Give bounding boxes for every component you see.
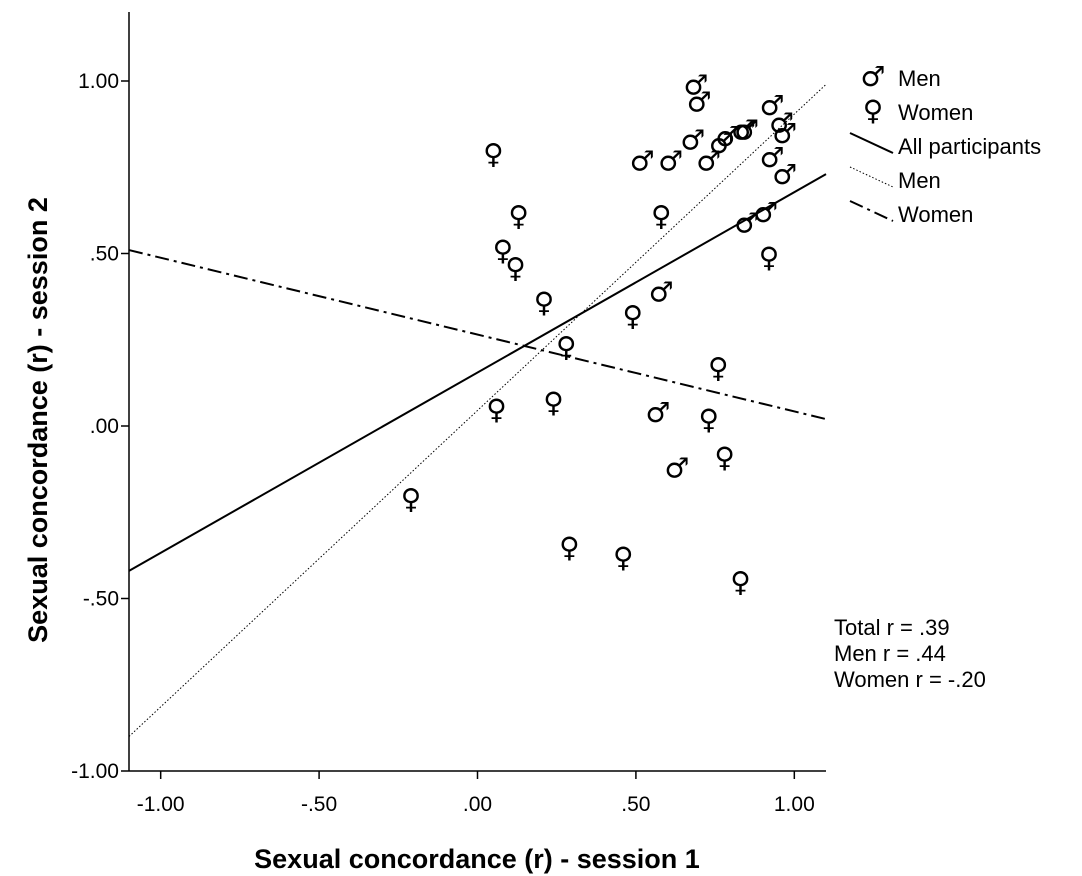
male-marker-point: ♂	[769, 106, 794, 139]
x-tick-label: 1.00	[774, 793, 815, 816]
female-marker-point: ♀	[508, 200, 529, 233]
male-marker-point: ♂	[630, 144, 655, 177]
data-points: ♂♂♂ ♂♂♂♂♂♂♂♂ ♂ ♂ ♂♂♂♂♂♂♂♀♀ ♀♀♀ ♀♀ ♀♀♀♀ ♀♀♀♀♀ ♀♀	[401, 68, 798, 598]
x-tick-label: -.50	[301, 793, 337, 816]
male-marker-point: ♂	[772, 158, 797, 191]
legend-women-marker: ♀	[863, 94, 884, 127]
legend-men-marker: ♂	[860, 60, 885, 93]
female-marker-point: ♀	[759, 241, 780, 274]
male-marker-point: ♂	[772, 117, 797, 150]
male-marker-point: ♂	[658, 144, 683, 177]
y-tick-label: .00	[90, 415, 119, 438]
male-marker-point: ♂	[680, 124, 705, 157]
male-marker-point: ♂	[665, 451, 690, 484]
female-marker-point: ♀	[714, 441, 735, 474]
female-marker-point: ♀	[493, 234, 514, 267]
fit-lines	[128, 84, 827, 737]
legend-women-line-label: Women	[898, 202, 973, 227]
annotation-total-r: Total r = .39	[834, 615, 950, 640]
y-tick-label: .50	[90, 243, 119, 266]
legend-men-label: Men	[898, 66, 941, 91]
legend-all-label: All participants	[898, 134, 1041, 159]
x-tick-label: -1.00	[137, 793, 185, 816]
y-tick-label: 1.00	[78, 70, 119, 93]
legend-men-line-label: Men	[898, 168, 941, 193]
legend-all-line	[849, 132, 894, 154]
female-marker-point: ♀	[708, 351, 729, 384]
male-marker-point: ♂	[760, 89, 785, 122]
annotation-men-r: Men r = .44	[834, 641, 946, 666]
legend-men-line	[849, 166, 894, 188]
male-marker-point: ♂	[753, 196, 778, 229]
x-axis-title: Sexual concordance (r) - session 1	[254, 844, 700, 874]
female-marker-point: ♀	[651, 200, 672, 233]
axis-ticks: -1.00 -.50 .00 .50 1.00 -1.00 -.50 .00 .50 1.00	[71, 70, 815, 816]
female-marker-point: ♀	[730, 565, 751, 598]
male-marker-point: ♂	[696, 144, 721, 177]
female-marker-point: ♀	[543, 386, 564, 419]
fit-line-women	[128, 249, 827, 421]
male-marker-point: ♂	[687, 86, 712, 119]
male-marker-point: ♂	[684, 68, 709, 101]
x-tick-label: .50	[621, 793, 650, 816]
legend: ♂ Men ♀ Women All participants Men Women	[849, 60, 1041, 227]
male-marker-point: ♂	[760, 141, 785, 174]
male-marker-point: ♂	[715, 120, 740, 153]
plot-area: -1.00 -.50 .00 .50 1.00 -1.00 -.50 .00 .50 1.00 ♂…	[71, 12, 827, 816]
legend-women-label: Women	[898, 100, 973, 125]
male-marker-point: ♂	[734, 113, 759, 146]
male-marker-point: ♂	[646, 396, 671, 429]
y-tick-label: -.50	[83, 588, 119, 611]
female-marker-point: ♀	[622, 300, 643, 333]
fit-line-men	[128, 84, 827, 737]
fit-line-all-participants	[128, 173, 827, 572]
male-marker-point: ♂	[731, 113, 756, 146]
female-marker-point: ♀	[559, 531, 580, 564]
male-marker-point: ♂	[734, 206, 759, 239]
female-marker-point: ♀	[556, 331, 577, 364]
male-marker-point: ♂	[709, 127, 734, 160]
legend-women-line	[849, 200, 894, 222]
correlation-annotations: Total r = .39 Men r = .44 Women r = -.20	[834, 615, 986, 692]
y-tick-label: -1.00	[71, 760, 119, 783]
female-marker-point: ♀	[401, 482, 422, 515]
x-tick-label: .00	[463, 793, 492, 816]
female-marker-point: ♀	[534, 286, 555, 319]
female-marker-point: ♀	[699, 403, 720, 436]
female-marker-point: ♀	[483, 137, 504, 170]
y-axis-title: Sexual concordance (r) - session 2	[23, 197, 53, 643]
female-marker-point: ♀	[486, 393, 507, 426]
female-marker-point: ♀	[613, 541, 634, 574]
annotation-women-r: Women r = -.20	[834, 667, 986, 692]
male-marker-point: ♂	[649, 275, 674, 308]
female-marker-point: ♀	[505, 251, 526, 284]
